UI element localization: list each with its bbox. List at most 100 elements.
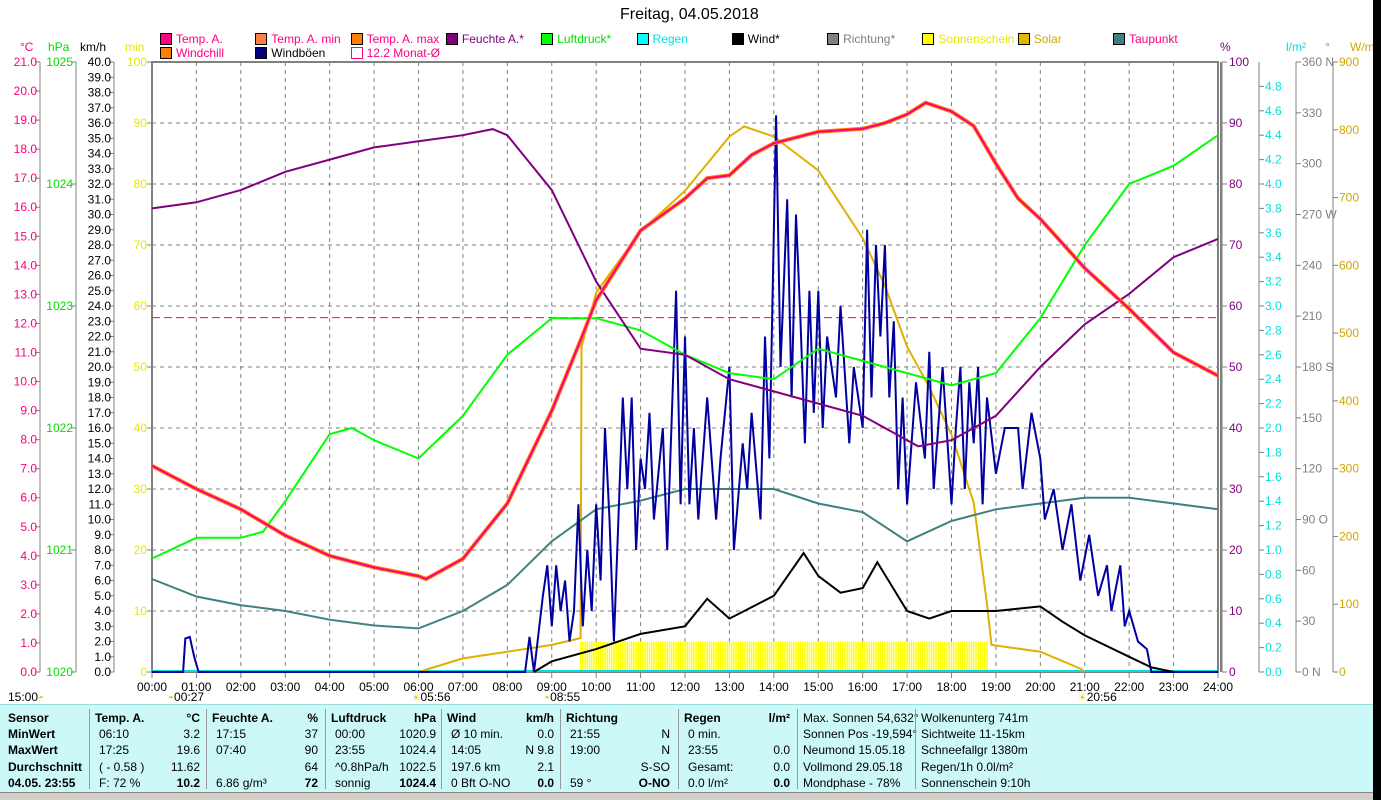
axis-label-wind: 38.0	[88, 86, 112, 100]
cell-label: Neumond 15.05.18	[803, 743, 906, 758]
axis-label-wind: 15.0	[88, 436, 112, 450]
column-separator	[325, 709, 326, 789]
axis-label-wind: 14.0	[88, 452, 112, 466]
axis-label-wind: 27.0	[88, 253, 112, 267]
legend-swatch	[255, 47, 268, 59]
legend-swatch	[350, 33, 363, 45]
status-bar	[0, 792, 1373, 800]
cell-label: 14:05	[451, 743, 482, 758]
legend-item: Solar	[1017, 32, 1062, 46]
legend-swatch	[541, 33, 554, 45]
legend-label: Temp. A. min	[271, 32, 341, 46]
axis-label-temp: 3.0	[20, 578, 37, 592]
cell-label: ( - 0.58 )	[99, 759, 145, 774]
legend-label: Temp. A.	[176, 32, 223, 46]
axis-label-rain: 1.8	[1265, 445, 1282, 459]
legend-swatch	[1113, 33, 1125, 45]
axis-label-minutes: 80	[134, 177, 148, 191]
axis-label-rain: 1.0	[1265, 543, 1282, 557]
x-tick-label: 22:00	[1114, 680, 1144, 694]
x-tick-label: 00:00	[137, 680, 167, 694]
axis-label-wind: 29.0	[88, 223, 112, 237]
x-tick-label: 17:00	[892, 680, 922, 694]
axis-label-wind: 26.0	[88, 269, 112, 283]
axis-label-pressure: 1021	[46, 543, 73, 557]
cell-value: 0.0	[537, 775, 554, 790]
legend-label: Regen	[652, 32, 688, 46]
axis-label-solar: 100	[1339, 597, 1359, 611]
legend-item: Luftdruck*	[541, 32, 611, 46]
x-tick-label: 20:00	[1025, 680, 1055, 694]
axis-label-rain: 2.8	[1265, 323, 1282, 337]
axis-label-wind: 4.0	[94, 604, 111, 618]
axis-label-wind: 10.0	[88, 513, 112, 527]
x-tick-label: 05:00	[359, 680, 389, 694]
axis-label-solar: 600	[1339, 258, 1359, 272]
cell-value: 1024.4	[399, 775, 436, 790]
cell-label: Sonnenschein 9:10h	[921, 775, 1031, 790]
axis-label-temp: 11.0	[15, 345, 38, 359]
time-marker-label: 20:56	[1086, 690, 1117, 704]
axis-label-minutes: 40	[134, 421, 148, 435]
cell-label: Ø 10 min.	[451, 727, 504, 741]
column-unit: l/m²	[768, 711, 790, 725]
cell-label: Schneefallgr 1380m	[921, 743, 1028, 758]
axis-label-temp: 8.0	[20, 433, 37, 447]
cell-value: 11.62	[170, 759, 200, 774]
legend-swatch	[350, 47, 363, 59]
axis-label-solar: 300	[1339, 462, 1359, 476]
axis-label-wind: 25.0	[88, 284, 112, 298]
unit-humidity: %	[1220, 40, 1231, 54]
sun-icon: ☀	[1077, 693, 1087, 704]
legend-item: Regen	[636, 32, 688, 46]
time-marker-label: 00:27	[174, 690, 205, 704]
cell-label: 23:55	[688, 743, 719, 758]
column-unit: km/h	[525, 711, 554, 725]
column-header: Luftdruck	[331, 711, 387, 725]
cell-label: Regen/1h 0.0l/m²	[921, 759, 1014, 774]
axis-label-temp: 9.0	[20, 404, 37, 418]
axis-label-wind: 0.0	[94, 665, 111, 679]
axis-label-humidity: 60	[1229, 299, 1243, 313]
axis-label-wind: 7.0	[94, 558, 111, 572]
axis-label-rain: 4.2	[1265, 153, 1282, 167]
cell-label: F: 72 %	[99, 775, 141, 790]
unit-minutes: min	[125, 40, 145, 54]
axis-label-direction: 240	[1302, 258, 1322, 272]
axis-label-wind: 21.0	[88, 345, 112, 359]
column-header: Temp. A.	[95, 711, 145, 725]
axis-label-temp: 13.0	[14, 287, 38, 301]
cell-label: Sichtweite 11-15km	[921, 727, 1025, 741]
axis-label-wind: 37.0	[88, 101, 112, 115]
x-tick-label: 10:00	[581, 680, 611, 694]
cell-value: 10.2	[176, 775, 200, 790]
axis-label-temp: 21.0	[14, 55, 38, 69]
column-header: Wolkenunterg 741m	[921, 711, 1029, 725]
axis-label-temp: 0.0	[20, 665, 37, 679]
cell-value: 0.0	[773, 775, 790, 790]
axis-label-wind: 32.0	[88, 177, 112, 191]
axis-label-wind: 31.0	[88, 192, 112, 206]
axis-label-rain: 3.6	[1265, 226, 1282, 240]
axis-label-wind: 1.0	[94, 650, 111, 664]
unit-pressure: hPa	[48, 40, 70, 54]
axis-label-minutes: 60	[134, 299, 148, 313]
cell-label: 59 °	[570, 775, 592, 790]
axis-label-rain: 1.2	[1265, 519, 1282, 533]
cell-label: 17:25	[99, 743, 130, 758]
chart-svg: 00:00 01:00 02:00 03:00 04:00 05:00 06:00 07:00…	[14, 55, 1360, 694]
legend-swatch	[827, 33, 840, 45]
series-taupunkt	[151, 488, 1219, 630]
axis-label-wind: 33.0	[88, 162, 112, 176]
cell-value: 0.0	[537, 727, 554, 741]
axis-label-rain: 2.2	[1265, 397, 1282, 411]
x-tick-label: 21:00	[1070, 680, 1100, 694]
axis-label-minutes: 0	[140, 665, 147, 679]
axis-label-rain: 3.4	[1265, 250, 1282, 264]
axis-label-direction: 300	[1302, 157, 1322, 171]
legend-label: Richtung*	[843, 32, 896, 46]
axis-label-wind: 2.0	[94, 635, 111, 649]
axis-label-rain: 3.0	[1265, 299, 1282, 313]
column-header: Max. Sonnen 54,632°	[803, 711, 919, 725]
